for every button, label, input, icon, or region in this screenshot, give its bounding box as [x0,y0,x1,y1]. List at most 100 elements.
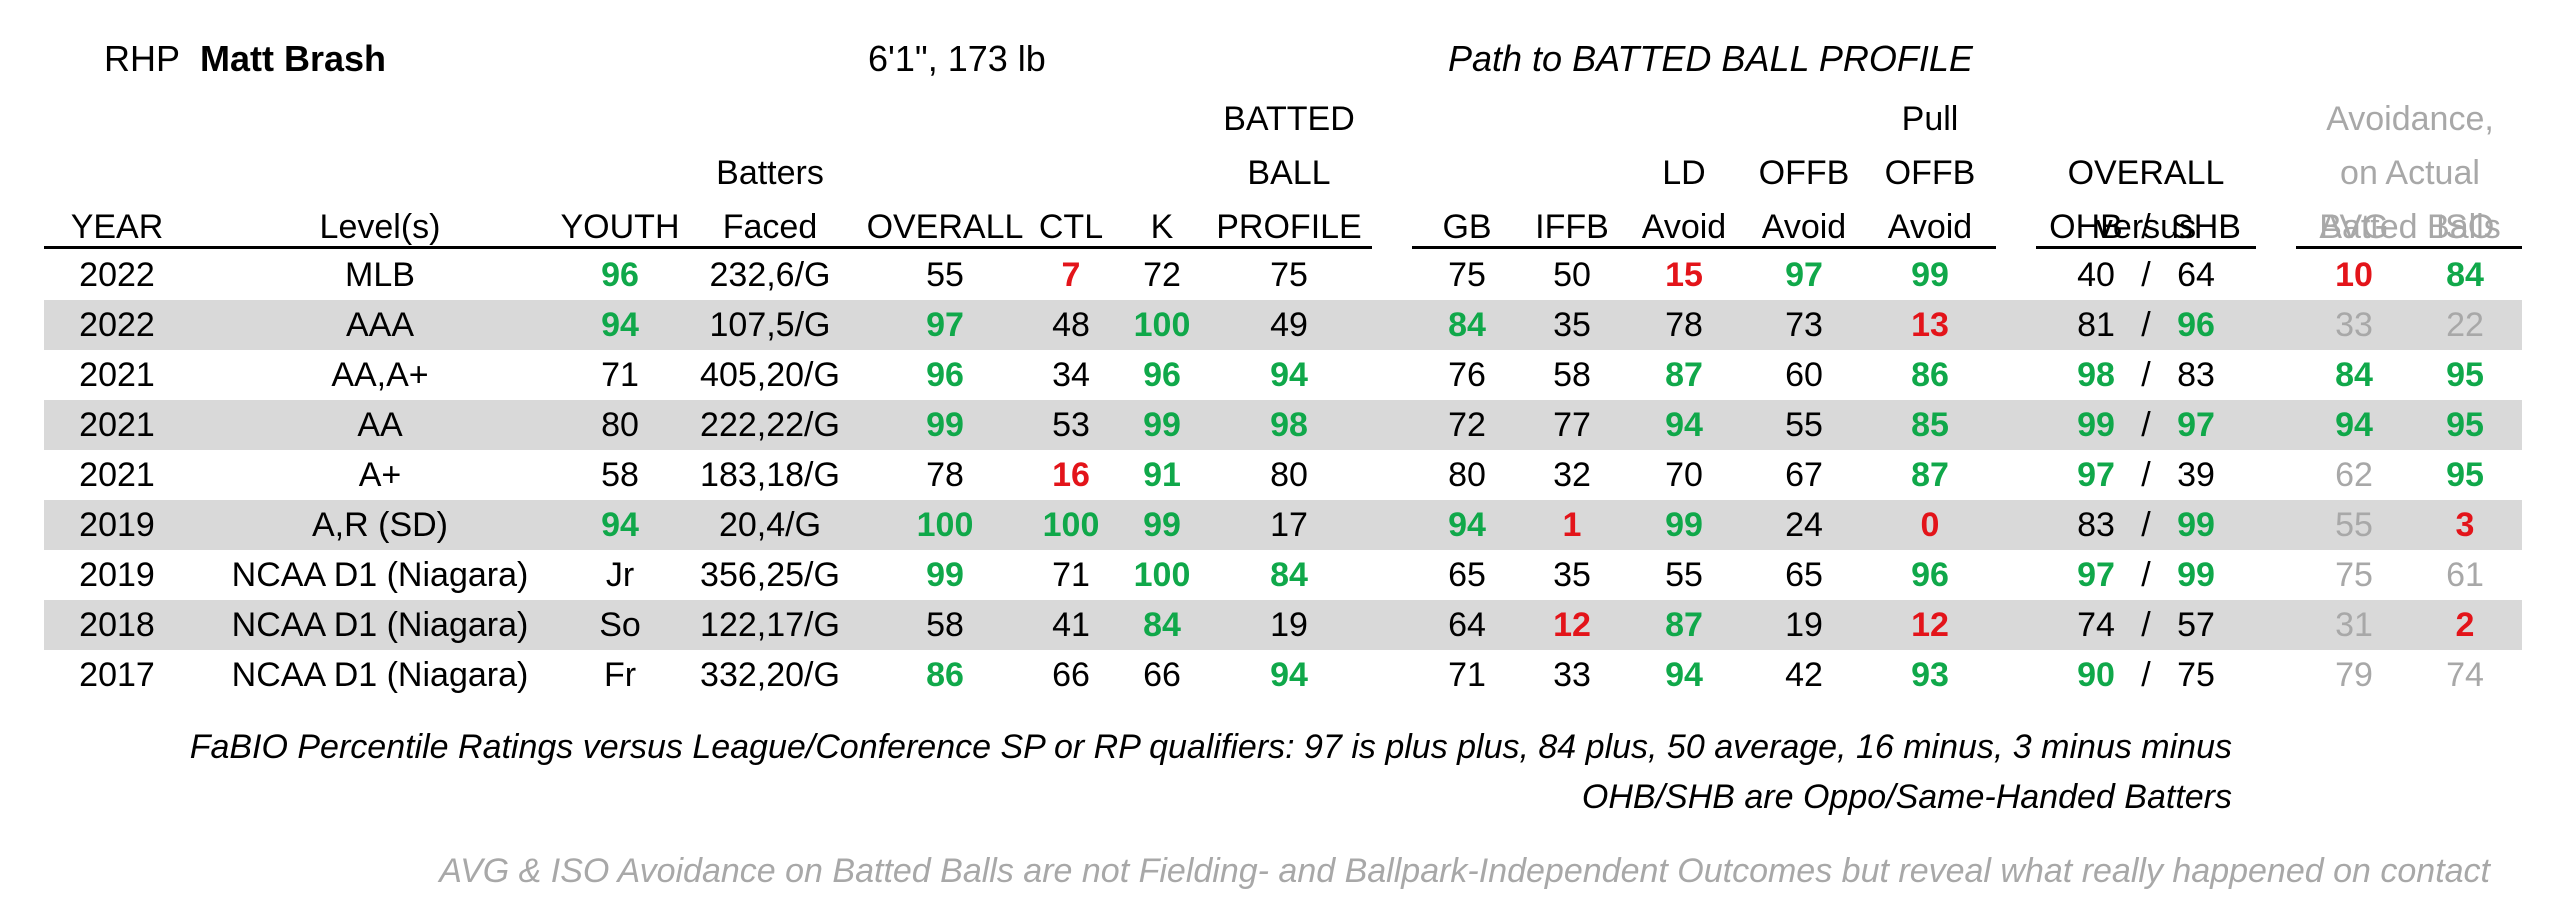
cell-ctl: 66 [1052,656,1090,694]
cell-k: 84 [1143,606,1181,644]
cell-slash: / [2141,606,2151,644]
header-rule-main [44,246,1372,249]
cell-bf: 222,22/G [700,406,840,444]
cell-overall: 86 [926,656,964,694]
cell-offb: 60 [1785,356,1823,394]
cell-bbp: 19 [1270,606,1308,644]
cell-k: 100 [1133,306,1191,344]
header-iffb: IFFB [1535,208,1609,246]
cell-shb: 96 [2177,306,2215,344]
cell-gb: 94 [1448,506,1486,544]
cell-offb: 97 [1785,256,1823,294]
header-pull-offb-avoid-line-1: Pull [1901,100,1959,138]
header-pull-offb-avoid-line-2: OFFB [1884,154,1976,192]
cell-bbp: 49 [1270,306,1308,344]
cell-iso: 22 [2446,306,2484,344]
header-offb-avoid-line-1: OFFB [1758,154,1850,192]
cell-shb: 97 [2177,406,2215,444]
cell-bbp: 80 [1270,456,1308,494]
cell-iso: 74 [2446,656,2484,694]
cell-shb: 75 [2177,656,2215,694]
cell-avg: 94 [2335,406,2373,444]
cell-avg: 75 [2335,556,2373,594]
cell-offb: 67 [1785,456,1823,494]
header-shb: SHB [2171,208,2241,246]
cell-ohb: 81 [2077,306,2115,344]
cell-youth: So [599,606,641,644]
cell-slash: / [2141,456,2151,494]
header-overall: OVERALL [866,208,1024,246]
header-slash: / [2141,208,2151,246]
cell-bbp: 17 [1270,506,1308,544]
cell-ld: 99 [1665,506,1703,544]
cell-youth: Jr [605,556,635,594]
cell-ld: 94 [1665,656,1703,694]
cell-offb: 65 [1785,556,1823,594]
cell-pull: 13 [1911,306,1949,344]
row-band [44,400,2522,450]
header-ctl: CTL [1038,208,1104,246]
row-band [44,500,2522,550]
cell-ohb: 97 [2077,456,2115,494]
cell-k: 66 [1143,656,1181,694]
cell-overall: 97 [926,306,964,344]
cell-iso: 84 [2446,256,2484,294]
cell-k: 96 [1143,356,1181,394]
header-iso: ISO [2435,208,2495,246]
cell-avg: 55 [2335,506,2373,544]
cell-youth: 96 [601,256,639,294]
cell-gb: 84 [1448,306,1486,344]
cell-year: 2021 [79,456,155,494]
cell-ld: 70 [1665,456,1703,494]
cell-gb: 75 [1448,256,1486,294]
cell-ctl: 100 [1042,506,1100,544]
cell-slash: / [2141,656,2151,694]
cell-iso: 61 [2446,556,2484,594]
cell-slash: / [2141,506,2151,544]
cell-offb: 24 [1785,506,1823,544]
cell-k: 91 [1143,456,1181,494]
cell-bbp: 84 [1270,556,1308,594]
cell-gb: 76 [1448,356,1486,394]
cell-overall: 100 [916,506,974,544]
cell-bf: 356,25/G [700,556,840,594]
cell-ohb: 99 [2077,406,2115,444]
header-batted-ball-profile-line-3: PROFILE [1216,208,1362,246]
cell-iso: 3 [2455,506,2475,544]
header-batters-faced-line-1: Batters [716,154,824,192]
cell-ld: 15 [1665,256,1703,294]
cell-slash: / [2141,306,2151,344]
cell-pull: 96 [1911,556,1949,594]
cell-level: MLB [345,256,415,294]
cell-offb: 42 [1785,656,1823,694]
cell-level: A,R (SD) [312,506,448,544]
cell-year: 2021 [79,356,155,394]
cell-slash: / [2141,406,2151,444]
cell-year: 2019 [79,506,155,544]
cell-year: 2019 [79,556,155,594]
note-ohb-shb: OHB/SHB are Oppo/Same-Handed Batters [1581,778,2232,816]
cell-pull: 87 [1911,456,1949,494]
header-year: YEAR [70,208,164,246]
cell-level: AAA [345,306,415,344]
cell-ld: 87 [1665,356,1703,394]
cell-level: NCAA D1 (Niagara) [231,656,529,694]
header-youth: YOUTH [560,208,680,246]
cell-iso: 95 [2446,456,2484,494]
header-ld-avoid-line-2: Avoid [1641,208,1727,246]
cell-ctl: 34 [1052,356,1090,394]
cell-youth: 94 [601,306,639,344]
player-build: 6'1", 173 lb [868,38,1046,79]
cell-shb: 57 [2177,606,2215,644]
header-batted-ball-profile-line-2: BALL [1247,154,1331,192]
cell-slash: / [2141,256,2151,294]
cell-ohb: 97 [2077,556,2115,594]
cell-year: 2017 [79,656,155,694]
cell-overall: 99 [926,406,964,444]
cell-pull: 86 [1911,356,1949,394]
row-band [44,600,2522,650]
cell-level: AA,A+ [331,356,429,394]
header-k: K [1150,208,1174,246]
header-rule-path [1412,246,1996,249]
cell-ctl: 53 [1052,406,1090,444]
